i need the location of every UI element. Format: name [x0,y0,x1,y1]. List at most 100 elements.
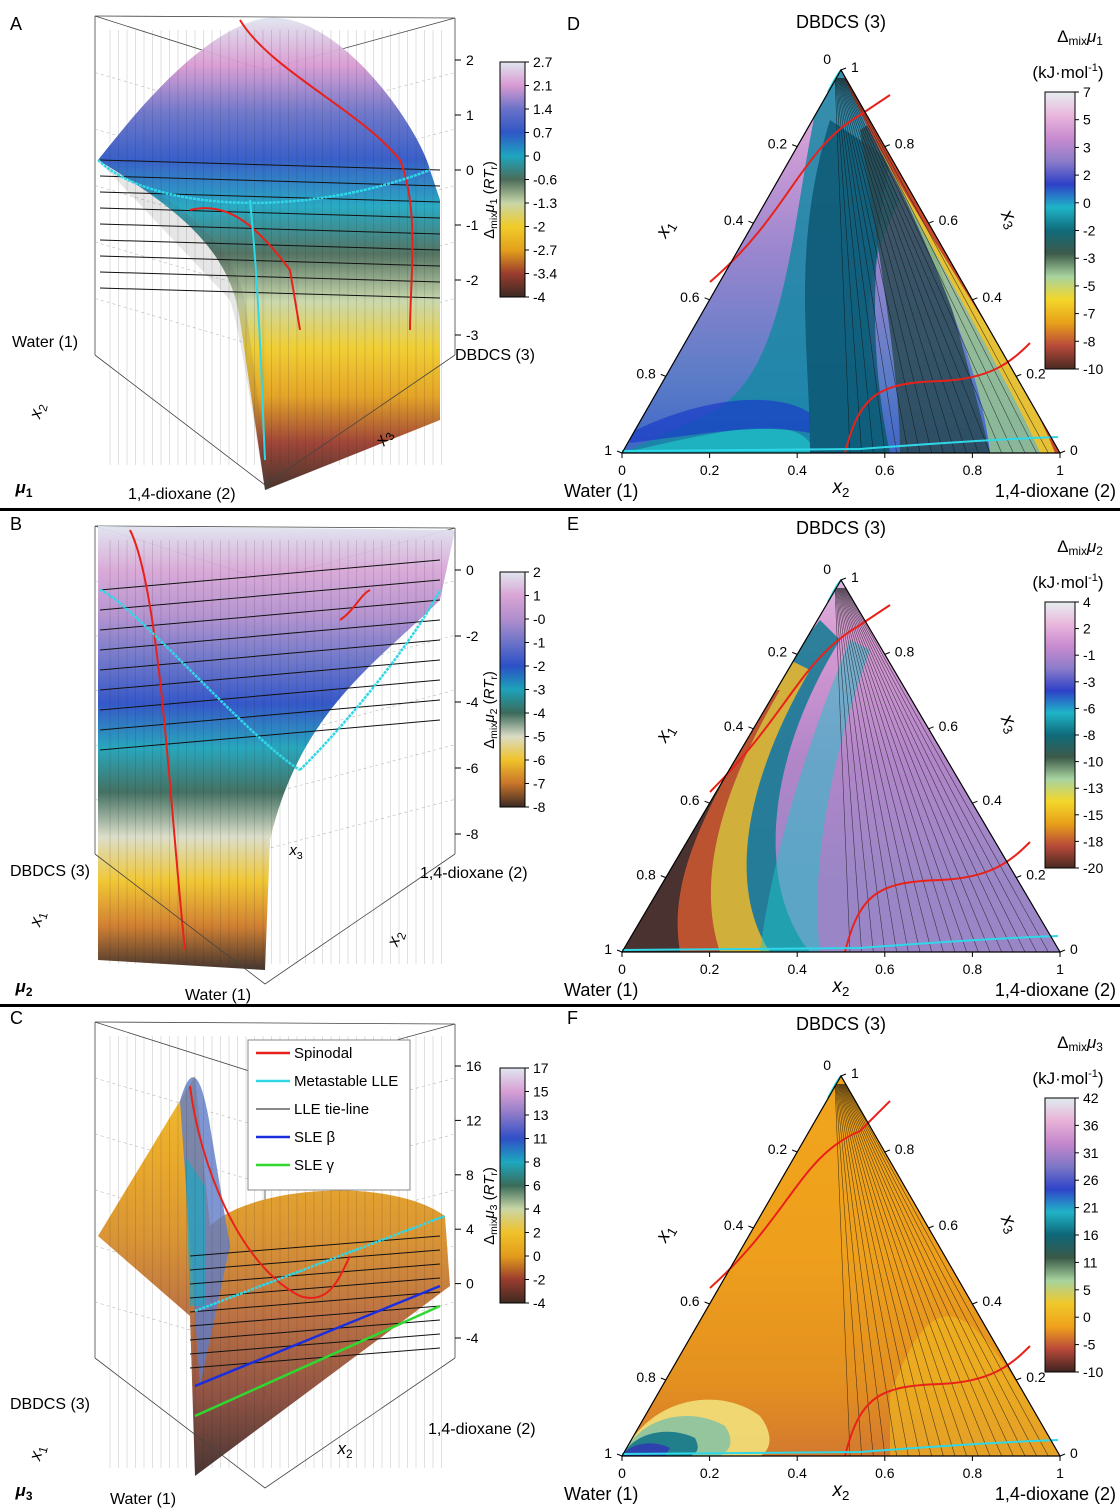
tick-label: 0 [823,1057,831,1073]
tick-label: 0.2 [768,1141,788,1157]
tie-line [99,159,441,171]
colorbar-tick-label: -2 [1083,223,1096,239]
tick [928,220,934,224]
tick [1016,373,1022,377]
tick [748,1225,754,1229]
tick-label: 1 [1056,462,1064,478]
tick [616,1453,623,1457]
colorbar-tick-label: 0 [1083,1309,1091,1325]
colorbar-tick-label: 0 [533,1248,541,1264]
tie-line [844,587,1049,952]
component-label-dioxane: 1,4-dioxane (2) [128,486,236,503]
tick-label: 0 [466,162,474,178]
tick-label: 0.2 [768,136,788,152]
spinodal-curve [709,94,891,283]
tick-label: 1 [851,59,859,75]
tie-line [836,1083,886,1456]
colorbar-tick-label: -2 [533,219,546,235]
spinodal-curve [239,19,414,331]
tick-label: 0.6 [939,212,959,228]
metastable-curve [249,199,266,461]
tie-line [840,77,956,453]
tick-label: 0 [823,51,831,67]
tick-label: 0.8 [963,462,983,478]
tick-label: 0.8 [895,136,915,152]
colorbar-tick-label: -8 [533,799,546,815]
tie-line [841,77,991,453]
tick-label: 0 [618,462,626,478]
metastable-curve [621,935,1059,951]
legend-entry-label: SLE β [294,1129,336,1146]
metastable-curve [299,589,442,771]
tick [884,651,890,655]
tick-label: 0.8 [895,1141,915,1157]
tick-label: 0.6 [680,1293,700,1309]
tick-label: 0.8 [636,867,656,883]
tie-line [839,1083,944,1456]
tie-line [835,1083,862,1456]
colorbar-tick-label: 0.7 [533,125,553,141]
tie-line [99,639,441,671]
colorbar-tick-label: 13 [533,1107,549,1123]
axis-label-x2: x2 [832,976,850,999]
tie-line [840,1083,967,1456]
ternary-frame [620,1074,1062,1457]
tick [704,297,710,301]
axis-label-x1: x1 [651,721,680,748]
surface [98,17,440,490]
tick [840,577,847,581]
colorbar-tick-label: -5 [533,729,546,745]
tick-label: 0.8 [895,643,915,659]
component-label-water: Water (1) [110,1491,176,1508]
tick-label: 0.2 [1026,365,1046,381]
tick [1059,949,1066,953]
tick-label: 0 [466,1276,474,1292]
colorbar-tick-label: 0 [533,148,541,164]
colorbar-title: Δmixμ1 [1057,27,1103,48]
tick [748,220,754,224]
colorbar [499,1067,526,1304]
tie-line [835,77,874,453]
colorbar-tick-label: -8 [1083,727,1096,743]
tie-line [844,77,1049,453]
surface-plot-a: 2 1 0 -1 -2 -3 2.7 2.1 1.4 0.7 0 -0.6 -1.3 -2 -2.7 -3.4… [12,15,557,503]
colorbar-tick-label: 2 [1083,621,1091,637]
colorbar-tick-label: -10 [1083,1364,1103,1380]
tie-line [837,587,897,952]
tie-line [839,77,944,453]
tie-line [842,1083,1002,1456]
legend-entry-label: Spinodal [294,1045,352,1062]
spinodal-curve [339,589,371,621]
tie-line [99,191,441,203]
tie-line [841,587,991,952]
component-label-dioxane: 1,4-dioxane (2) [428,1421,536,1438]
tie-line [840,77,967,453]
tie-line [99,699,441,731]
tie-line [840,1083,956,1456]
colorbar-tick-label: 3 [1083,139,1091,155]
tie-line [99,599,441,631]
colorbar-tick-label: 5 [1083,112,1091,128]
tick-label: 1 [466,107,474,123]
tie-line [834,77,851,453]
tie-line [836,77,886,453]
colorbar-tick-label: -1.3 [533,195,557,211]
tick-label: -4 [466,1330,479,1346]
base-outline [94,354,456,486]
tick-label: 0 [1070,1445,1078,1461]
tie-lines [834,77,1049,453]
colorbar-tick-label: 2 [533,1225,541,1241]
panel-label-e: E [567,514,580,534]
tick [928,726,934,730]
colorbar-unit: (kJ·mol-1) [1032,572,1103,592]
colorbar-tick-label: 31 [1083,1145,1099,1161]
axis-label-x2: x2 [383,927,409,950]
tick-label: 0.6 [875,961,895,977]
tick-label: 1 [604,1445,612,1461]
tick-label: 0.4 [724,1217,744,1233]
tie-line [99,255,441,267]
component-label-water: Water (1) [12,334,78,351]
tick [884,144,890,148]
colorbar-tick-label: 1.4 [533,101,553,117]
tie-line [99,579,441,611]
